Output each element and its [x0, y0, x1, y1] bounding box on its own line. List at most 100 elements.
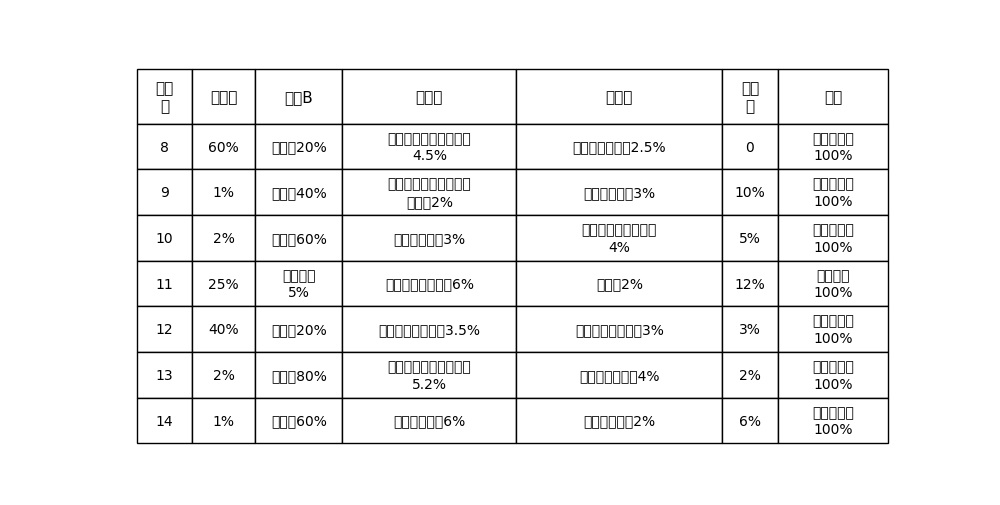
Text: 9: 9 — [160, 186, 169, 200]
Bar — [722, 216, 778, 261]
Text: 木质素磺酸钠3%: 木质素磺酸钠3% — [393, 231, 465, 245]
Text: 6%: 6% — [739, 414, 761, 428]
Bar — [192, 307, 255, 352]
Text: 白炭
黑: 白炭 黑 — [741, 81, 759, 114]
Text: 8: 8 — [160, 140, 169, 154]
Bar — [778, 70, 888, 124]
Bar — [722, 70, 778, 124]
Bar — [722, 352, 778, 398]
Bar — [255, 261, 342, 307]
Bar — [342, 70, 516, 124]
Text: 萘磺酸甲醛缩合物钠盐
5.2%: 萘磺酸甲醛缩合物钠盐 5.2% — [388, 360, 471, 391]
Text: 1%: 1% — [213, 186, 235, 200]
Bar — [342, 170, 516, 216]
Text: 实施
例: 实施 例 — [155, 81, 173, 114]
Bar — [722, 398, 778, 443]
Text: 25%: 25% — [208, 277, 239, 291]
Text: 2%: 2% — [213, 231, 235, 245]
Bar — [516, 70, 722, 124]
Text: 1%: 1% — [213, 414, 235, 428]
Text: 12: 12 — [156, 323, 173, 337]
Bar — [137, 124, 192, 170]
Bar — [516, 216, 722, 261]
Bar — [192, 398, 255, 443]
Bar — [192, 124, 255, 170]
Bar — [255, 170, 342, 216]
Text: 膨润土补足
100%: 膨润土补足 100% — [812, 177, 854, 209]
Bar — [192, 70, 255, 124]
Text: 牛油脂乙氧基胺盐3.5%: 牛油脂乙氧基胺盐3.5% — [378, 323, 480, 337]
Text: 三苯乙基酚聚氧乙烯醚
磷酸酯2%: 三苯乙基酚聚氧乙烯醚 磷酸酯2% — [388, 177, 471, 209]
Bar — [342, 216, 516, 261]
Bar — [778, 170, 888, 216]
Text: 拉开粉2%: 拉开粉2% — [596, 277, 643, 291]
Bar — [516, 124, 722, 170]
Bar — [722, 170, 778, 216]
Text: 十二烷基苯磺酸钠3%: 十二烷基苯磺酸钠3% — [575, 323, 664, 337]
Bar — [255, 307, 342, 352]
Text: 丙森锌40%: 丙森锌40% — [271, 186, 327, 200]
Text: 润湿剂: 润湿剂 — [606, 90, 633, 105]
Text: 3%: 3% — [739, 323, 761, 337]
Bar — [192, 170, 255, 216]
Text: 十二烷基硫酸钠2.5%: 十二烷基硫酸钠2.5% — [573, 140, 666, 154]
Text: 月桂醇聚氧乙烯基醚
4%: 月桂醇聚氧乙烯基醚 4% — [582, 223, 657, 254]
Bar — [516, 398, 722, 443]
Bar — [137, 170, 192, 216]
Text: 亚甲基二萘磺酸钠6%: 亚甲基二萘磺酸钠6% — [385, 277, 474, 291]
Bar — [778, 216, 888, 261]
Bar — [722, 124, 778, 170]
Bar — [255, 398, 342, 443]
Bar — [778, 398, 888, 443]
Text: 烷基萘磺酸钠2%: 烷基萘磺酸钠2% — [583, 414, 655, 428]
Bar — [722, 307, 778, 352]
Bar — [342, 307, 516, 352]
Text: 组分B: 组分B — [284, 90, 313, 105]
Text: 代森锰锌
5%: 代森锰锌 5% — [282, 269, 316, 299]
Text: 10: 10 — [156, 231, 173, 245]
Text: 萘磺酸甲醛缩合物钠盐
4.5%: 萘磺酸甲醛缩合物钠盐 4.5% — [388, 132, 471, 163]
Bar — [137, 261, 192, 307]
Text: 2%: 2% — [213, 368, 235, 382]
Text: 60%: 60% — [208, 140, 239, 154]
Text: 10%: 10% — [735, 186, 765, 200]
Bar — [255, 216, 342, 261]
Text: 硅藻土补足
100%: 硅藻土补足 100% — [812, 405, 854, 436]
Text: 毒氟磷: 毒氟磷 — [210, 90, 237, 105]
Text: 高岭土补足
100%: 高岭土补足 100% — [812, 314, 854, 345]
Text: 高岭土补足
100%: 高岭土补足 100% — [812, 223, 854, 254]
Text: 泥土粉补足
100%: 泥土粉补足 100% — [812, 360, 854, 391]
Text: 丁基萘磺酸钠3%: 丁基萘磺酸钠3% — [583, 186, 655, 200]
Bar — [516, 261, 722, 307]
Bar — [137, 70, 192, 124]
Text: 填料: 填料 — [824, 90, 842, 105]
Bar — [137, 307, 192, 352]
Bar — [192, 261, 255, 307]
Text: 木质素磺酸钠6%: 木质素磺酸钠6% — [393, 414, 466, 428]
Bar — [778, 352, 888, 398]
Text: 11: 11 — [155, 277, 173, 291]
Text: 福美锌60%: 福美锌60% — [271, 414, 327, 428]
Text: 高岭土补足
100%: 高岭土补足 100% — [812, 132, 854, 163]
Bar — [137, 216, 192, 261]
Bar — [516, 170, 722, 216]
Text: 十二烷基硫酸钠4%: 十二烷基硫酸钠4% — [579, 368, 660, 382]
Text: 丙森锌20%: 丙森锌20% — [271, 140, 327, 154]
Text: 12%: 12% — [735, 277, 765, 291]
Bar — [778, 261, 888, 307]
Bar — [255, 124, 342, 170]
Bar — [137, 398, 192, 443]
Bar — [342, 398, 516, 443]
Text: 0: 0 — [746, 140, 754, 154]
Bar — [255, 352, 342, 398]
Bar — [516, 307, 722, 352]
Bar — [342, 124, 516, 170]
Bar — [342, 261, 516, 307]
Text: 13: 13 — [156, 368, 173, 382]
Text: 代森联60%: 代森联60% — [271, 231, 327, 245]
Bar — [516, 352, 722, 398]
Bar — [192, 352, 255, 398]
Bar — [137, 352, 192, 398]
Text: 陶土补足
100%: 陶土补足 100% — [813, 269, 853, 299]
Bar — [778, 307, 888, 352]
